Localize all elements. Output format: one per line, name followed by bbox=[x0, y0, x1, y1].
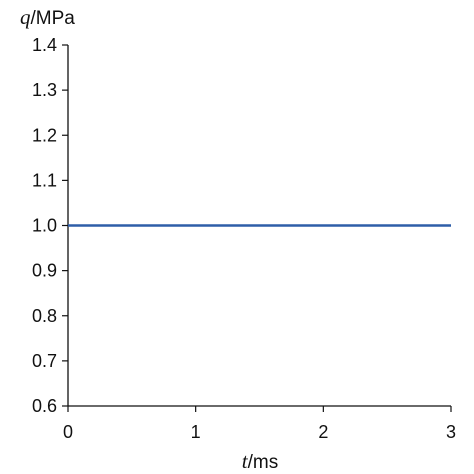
y-axis-variable: q bbox=[20, 5, 31, 29]
y-tick-label: 0.8 bbox=[32, 306, 57, 326]
y-tick-label: 0.7 bbox=[32, 351, 57, 371]
y-tick-label: 1.3 bbox=[32, 80, 57, 100]
y-tick-label: 0.6 bbox=[32, 396, 57, 416]
axis-labels: q/MPa t/ms bbox=[20, 5, 278, 473]
y-tick-label: 1.2 bbox=[32, 125, 57, 145]
x-tick-label: 0 bbox=[63, 422, 73, 442]
x-axis-variable: t bbox=[242, 449, 249, 473]
x-axis-unit: /ms bbox=[248, 452, 279, 473]
x-tick-label: 1 bbox=[191, 422, 201, 442]
y-tick-label: 1.1 bbox=[32, 170, 57, 190]
y-axis-unit: /MPa bbox=[31, 8, 76, 29]
y-tick-label: 1.4 bbox=[32, 35, 57, 55]
x-tick-label: 3 bbox=[446, 422, 456, 442]
x-axis-label: t/ms bbox=[242, 449, 278, 473]
y-tick-label: 0.9 bbox=[32, 261, 57, 281]
y-axis-label: q/MPa bbox=[20, 5, 75, 29]
axes: 0.6 0.7 0.8 0.9 1.0 1.1 1.2 1.3 1.4 0 1 2 3 bbox=[32, 35, 456, 442]
y-tick-label: 1.0 bbox=[32, 216, 57, 236]
x-tick-label: 2 bbox=[318, 422, 328, 442]
